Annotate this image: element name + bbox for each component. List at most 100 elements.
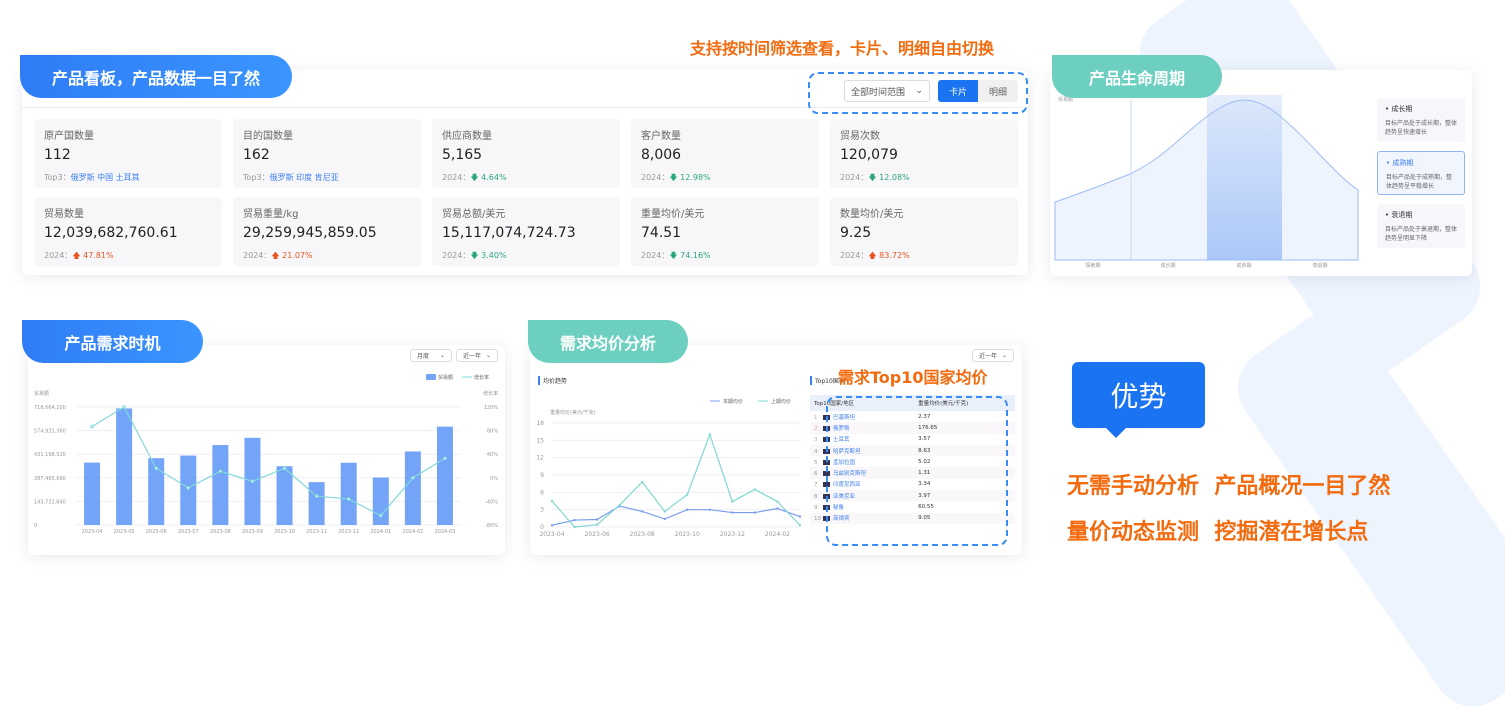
rank: 7: [814, 482, 818, 489]
stat-value: 8,006: [641, 147, 682, 163]
growth-point: [90, 424, 94, 429]
bar: [308, 482, 325, 525]
data-point: [686, 508, 689, 511]
growth-point: [346, 497, 351, 501]
data-point: [595, 518, 599, 521]
detail-view-button[interactable]: 明细: [978, 80, 1018, 102]
price-cell: 60.55: [918, 504, 934, 511]
stage-card-decline[interactable]: • 衰退期 目标产品处于衰退期，整体趋势呈明显下降: [1377, 204, 1465, 248]
rank: 9: [814, 505, 818, 512]
lifecycle-panel: 贸易额 探索期 成长期 成熟期 衰退期 • 成长期 目标产品处于成长期，整体趋势呈…: [1050, 70, 1472, 276]
phase-label: 探索期: [1085, 262, 1100, 269]
stage-card-growth[interactable]: • 成长期 目标产品处于成长期，整体趋势呈快速增长: [1377, 98, 1465, 142]
bar: [84, 462, 101, 525]
top10-table: Top10国家/地区 重量均价(美元/千克) 1 巴基斯坦 2.37 2 俄罗斯 176.6…: [810, 395, 1015, 524]
x-tick-label: 2023-05: [114, 529, 135, 535]
top10-annotation: 需求Top10国家均价: [838, 368, 988, 387]
stat-card: 目的国数量 162 Top3：俄罗斯 印度 肯尼亚: [233, 119, 421, 188]
time-range-select[interactable]: 全部时间范围 ⌄: [844, 80, 930, 102]
y-axis-title: 重量均价(美元/千克): [550, 409, 596, 416]
advantage-line-1: 无需手动分析 产品概况一目了然: [1067, 474, 1391, 499]
data-point: [550, 499, 554, 503]
stat-label: 贸易次数: [840, 131, 880, 142]
stat-change: 21.07%: [282, 251, 313, 260]
stat-change: 74.16%: [680, 251, 711, 260]
stage-title: • 成熟期: [1386, 159, 1414, 167]
bar: [116, 408, 133, 525]
y-tick-label: 0: [540, 524, 544, 531]
stat-sub: 2024：🡇 4.64%: [442, 172, 610, 186]
data-point: [753, 511, 757, 514]
period-select[interactable]: 月度 ⌄: [410, 349, 452, 362]
y-tick-label: 15: [536, 437, 544, 444]
data-point: [550, 524, 554, 527]
x-tick-label: 2023-08: [630, 531, 655, 538]
data-point: [573, 525, 576, 529]
data-point: [686, 493, 689, 496]
top10-highlight: [826, 396, 1008, 546]
country-link[interactable]: 乌兹别克斯坦: [833, 471, 867, 478]
legend-swatch: [426, 374, 436, 380]
stat-sub: 2024：🡇 12.08%: [840, 172, 1008, 186]
country-link[interactable]: 孟加拉国: [833, 459, 856, 466]
stat-label: 贸易数量: [44, 209, 84, 220]
country-link[interactable]: 俄罗斯: [833, 425, 850, 432]
arrow-up-icon: 🡅: [72, 251, 84, 260]
stat-sub-prefix: 2024：: [840, 251, 869, 260]
country-link[interactable]: 哈萨克斯坦: [833, 448, 861, 455]
stat-label: 数量均价/美元: [840, 209, 904, 220]
growth-point: [186, 486, 191, 490]
stat-sub-prefix: Top3：: [44, 173, 71, 182]
bar: [436, 426, 453, 525]
top3-countries[interactable]: 俄罗斯 印度 肯尼亚: [269, 173, 339, 182]
y-tick-label: 431,198,520: [34, 452, 66, 458]
data-point: [798, 515, 802, 518]
demand-title: 产品需求时机: [22, 320, 203, 363]
x-tick-label: 2023-07: [178, 529, 199, 535]
country-link[interactable]: 秘鲁: [833, 505, 845, 512]
stat-sub-prefix: 2024：: [442, 251, 471, 260]
card-view-button[interactable]: 卡片: [938, 80, 978, 102]
series-line: [551, 432, 801, 528]
range-select[interactable]: 近一年 ⌄: [456, 349, 498, 362]
y-tick-label: 718,664,200: [34, 405, 66, 411]
stat-change: 12.08%: [879, 173, 910, 182]
x-tick-label: 2023-10: [274, 529, 295, 535]
range-value: 近一年: [463, 353, 482, 360]
country-link[interactable]: 土耳其: [833, 437, 850, 444]
country-link[interactable]: 亚美尼亚: [833, 493, 856, 500]
price-range-select[interactable]: 近一年 ⌄: [972, 349, 1014, 362]
series-line: [551, 505, 801, 526]
x-tick-label: 2023-04: [539, 531, 564, 538]
top3-countries[interactable]: 俄罗斯 中国 土耳其: [70, 173, 140, 182]
data-point: [708, 433, 712, 436]
growth-point: [411, 476, 415, 480]
stage-desc: 目标产品处于成熟期，整体趋势呈平稳增长: [1386, 174, 1453, 190]
stage-card-mature[interactable]: • 成熟期目标产品处于成熟期，整体趋势呈平稳增长: [1377, 151, 1465, 195]
y-tick-label: 143,732,840: [34, 499, 66, 505]
growth-point: [282, 466, 287, 471]
y2-tick-label: 40%: [487, 452, 498, 458]
stat-sub: 2024：🡅 47.81%: [44, 250, 212, 264]
stat-value: 120,079: [840, 147, 898, 163]
range-value: 近一年: [979, 353, 998, 360]
rank: 4: [814, 448, 818, 455]
growth-point: [218, 469, 223, 474]
stat-value: 12,039,682,760.61: [44, 225, 178, 241]
y-tick-label: 3: [540, 507, 544, 514]
country-link[interactable]: 巴基斯坦: [833, 414, 856, 421]
stat-sub-prefix: 2024：: [243, 251, 272, 260]
y2-tick-label: -80%: [485, 523, 498, 529]
data-point: [640, 510, 644, 513]
rank: 1: [814, 414, 818, 421]
phase-label: 衰退期: [1312, 262, 1327, 269]
stat-label: 重量均价/美元: [641, 209, 705, 220]
country-link[interactable]: 印度尼西亚: [833, 482, 861, 489]
y-tick-label: 12: [536, 455, 544, 462]
stat-sub: Top3：俄罗斯 中国 土耳其: [44, 172, 212, 183]
country-link[interactable]: 菲律宾: [833, 516, 850, 523]
stat-change: 47.81%: [83, 251, 114, 260]
growth-point: [154, 466, 159, 471]
stat-card: 原产国数量 112 Top3：俄罗斯 中国 土耳其: [34, 119, 222, 188]
